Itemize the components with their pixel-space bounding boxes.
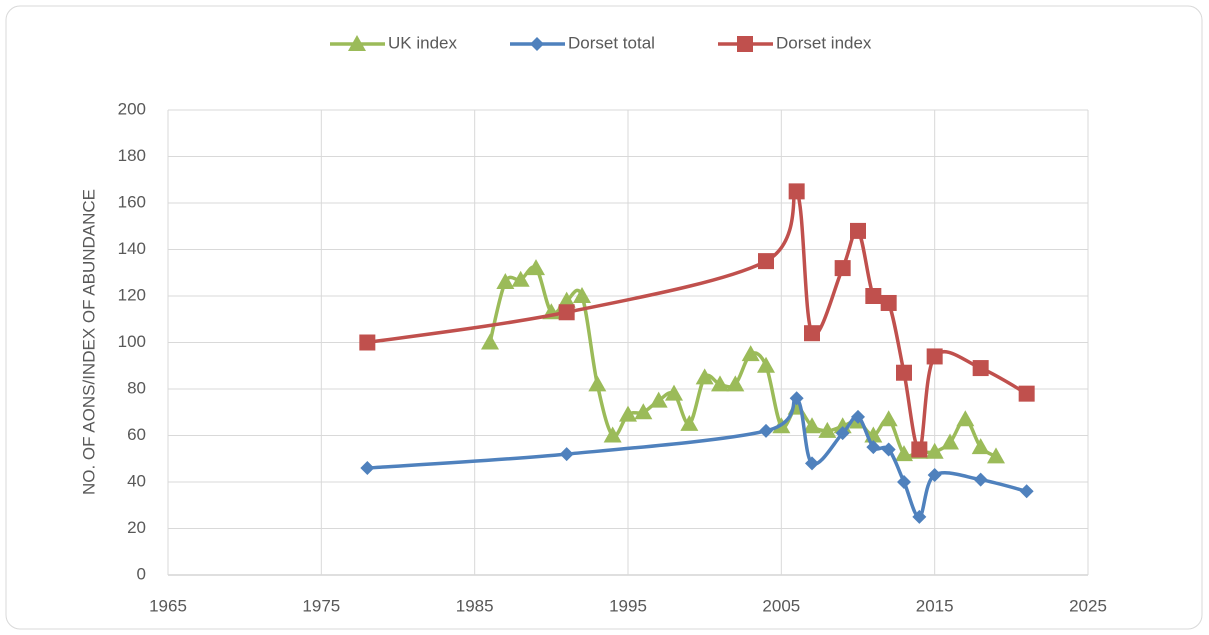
marker	[557, 291, 576, 308]
marker	[971, 438, 990, 455]
marker	[804, 325, 820, 342]
x-tick-label: 1975	[302, 596, 340, 615]
y-tick-label: 100	[118, 332, 146, 351]
marker	[527, 259, 545, 276]
marker	[711, 375, 729, 392]
marker	[481, 333, 499, 350]
marker	[805, 456, 819, 471]
marker	[649, 391, 668, 408]
marker	[359, 334, 376, 351]
marker	[880, 294, 897, 311]
marker	[879, 410, 898, 427]
x-tick-label: 2025	[1069, 596, 1107, 615]
y-tick-label: 80	[127, 378, 146, 397]
marker	[789, 391, 804, 406]
marker	[912, 509, 927, 524]
marker	[757, 356, 775, 373]
marker	[1018, 385, 1035, 402]
marker	[726, 375, 745, 392]
marker	[818, 421, 837, 438]
marker	[558, 304, 575, 321]
legend-marker	[737, 36, 753, 52]
marker	[741, 345, 760, 362]
marker	[619, 405, 637, 422]
marker	[881, 442, 896, 457]
y-tick-label: 40	[127, 471, 146, 490]
marker	[925, 442, 944, 459]
y-tick-label: 0	[137, 564, 146, 583]
marker	[588, 375, 607, 392]
marker	[927, 468, 942, 483]
marker	[926, 348, 943, 365]
marker	[956, 410, 975, 427]
y-tick-label: 60	[127, 425, 146, 444]
x-tick-label: 1965	[149, 596, 187, 615]
legend-marker	[348, 35, 366, 51]
y-axis-label: NO. OF AONS/INDEX OF ABUNDANCE	[79, 189, 98, 495]
marker	[759, 423, 773, 438]
marker	[1019, 484, 1034, 499]
marker	[803, 417, 821, 434]
marker	[695, 368, 714, 385]
marker	[896, 364, 912, 381]
marker	[360, 461, 375, 476]
legend-label: Dorset total	[568, 33, 655, 52]
series-line	[488, 265, 997, 458]
marker	[573, 287, 591, 303]
y-tick-label: 200	[118, 99, 146, 118]
x-tick-label: 1995	[609, 596, 647, 615]
marker	[851, 409, 865, 424]
marker	[972, 360, 989, 377]
marker	[987, 447, 1005, 464]
marker	[788, 183, 805, 200]
marker	[834, 260, 851, 277]
marker	[496, 273, 515, 290]
marker	[603, 426, 622, 443]
marker	[911, 441, 928, 458]
marker	[941, 433, 959, 450]
x-tick-label: 2015	[916, 596, 954, 615]
x-tick-label: 1985	[456, 596, 494, 615]
marker	[758, 253, 774, 270]
marker	[895, 445, 913, 462]
y-tick-label: 160	[118, 192, 146, 211]
marker	[850, 222, 866, 239]
legend-label: UK index	[388, 33, 457, 52]
legend-label: Dorset index	[776, 33, 872, 52]
y-tick-label: 180	[118, 146, 146, 165]
marker	[634, 403, 653, 420]
legend-marker	[530, 37, 544, 51]
y-tick-label: 120	[118, 285, 146, 304]
marker	[973, 472, 988, 487]
marker	[665, 384, 683, 401]
marker	[680, 414, 699, 431]
chart-border	[5, 5, 1203, 630]
y-tick-label: 20	[127, 518, 146, 537]
marker	[866, 440, 881, 455]
marker	[511, 270, 530, 287]
marker	[559, 447, 574, 462]
marker	[865, 288, 882, 304]
marker	[897, 475, 911, 489]
x-tick-label: 2005	[762, 596, 800, 615]
marker	[835, 426, 850, 441]
y-tick-label: 140	[118, 239, 146, 258]
